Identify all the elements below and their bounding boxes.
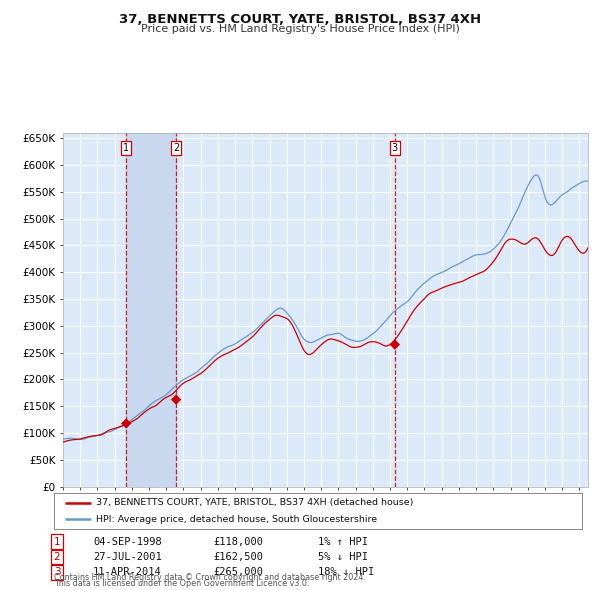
Text: 5% ↓ HPI: 5% ↓ HPI <box>318 552 368 562</box>
Text: 3: 3 <box>392 143 398 153</box>
Text: 2: 2 <box>173 143 179 153</box>
Text: 2: 2 <box>53 552 61 562</box>
Text: £118,000: £118,000 <box>213 537 263 546</box>
Text: 1% ↑ HPI: 1% ↑ HPI <box>318 537 368 546</box>
Point <box>121 419 131 428</box>
Text: Price paid vs. HM Land Registry's House Price Index (HPI): Price paid vs. HM Land Registry's House … <box>140 24 460 34</box>
Text: £162,500: £162,500 <box>213 552 263 562</box>
Text: £265,000: £265,000 <box>213 568 263 577</box>
Bar <box>126 133 176 487</box>
Text: 37, BENNETTS COURT, YATE, BRISTOL, BS37 4XH: 37, BENNETTS COURT, YATE, BRISTOL, BS37 … <box>119 13 481 26</box>
Text: This data is licensed under the Open Government Licence v3.0.: This data is licensed under the Open Gov… <box>54 579 310 588</box>
Text: 1: 1 <box>123 143 129 153</box>
Text: 11-APR-2014: 11-APR-2014 <box>93 568 162 577</box>
Text: 1: 1 <box>53 537 61 546</box>
Point <box>171 395 181 404</box>
Text: Contains HM Land Registry data © Crown copyright and database right 2024.: Contains HM Land Registry data © Crown c… <box>54 573 366 582</box>
Text: 04-SEP-1998: 04-SEP-1998 <box>93 537 162 546</box>
Text: HPI: Average price, detached house, South Gloucestershire: HPI: Average price, detached house, Sout… <box>96 515 377 524</box>
Text: 27-JUL-2001: 27-JUL-2001 <box>93 552 162 562</box>
Text: 37, BENNETTS COURT, YATE, BRISTOL, BS37 4XH (detached house): 37, BENNETTS COURT, YATE, BRISTOL, BS37 … <box>96 498 413 507</box>
Text: 18% ↓ HPI: 18% ↓ HPI <box>318 568 374 577</box>
Point <box>390 340 400 349</box>
Text: 3: 3 <box>53 568 61 577</box>
